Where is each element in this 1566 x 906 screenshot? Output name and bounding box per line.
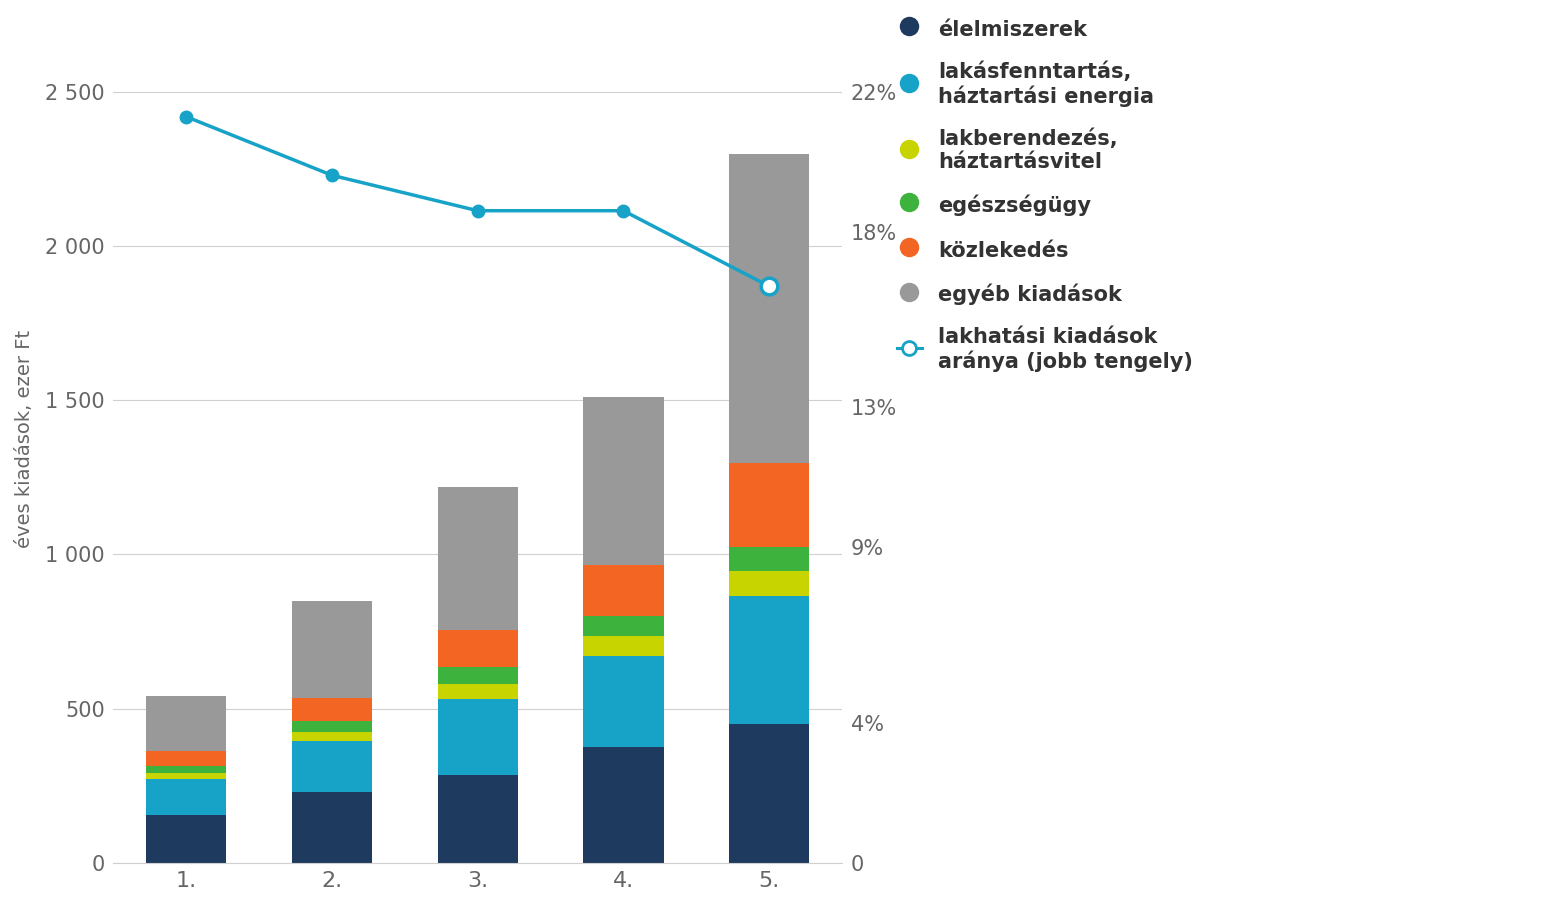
Bar xyxy=(146,774,227,779)
Y-axis label: éves kiadások, ezer Ft: éves kiadások, ezer Ft xyxy=(16,330,34,548)
Bar xyxy=(437,684,518,699)
Bar xyxy=(584,565,664,616)
Bar xyxy=(584,747,664,863)
Bar xyxy=(584,616,664,636)
Bar xyxy=(437,487,518,630)
Bar xyxy=(437,775,518,863)
Bar xyxy=(291,698,373,721)
Bar xyxy=(146,779,227,814)
Bar xyxy=(146,751,227,766)
Bar xyxy=(584,636,664,656)
Bar xyxy=(730,464,810,546)
Bar xyxy=(437,699,518,775)
Bar xyxy=(291,741,373,792)
Bar xyxy=(146,814,227,863)
Bar xyxy=(584,656,664,747)
Bar xyxy=(584,397,664,565)
Bar xyxy=(291,792,373,863)
Bar xyxy=(291,732,373,741)
Bar xyxy=(291,721,373,732)
Bar xyxy=(437,667,518,684)
Bar xyxy=(730,154,810,464)
Bar xyxy=(730,596,810,724)
Bar xyxy=(146,766,227,774)
Bar xyxy=(730,572,810,596)
Legend: élelmiszerek, lakásfenntartás,
háztartási energia, lakberendezés,
háztartásvitel: élelmiszerek, lakásfenntartás, háztartás… xyxy=(897,17,1193,372)
Bar xyxy=(437,630,518,667)
Bar xyxy=(146,696,227,751)
Bar xyxy=(730,546,810,572)
Bar xyxy=(730,724,810,863)
Bar xyxy=(291,601,373,698)
